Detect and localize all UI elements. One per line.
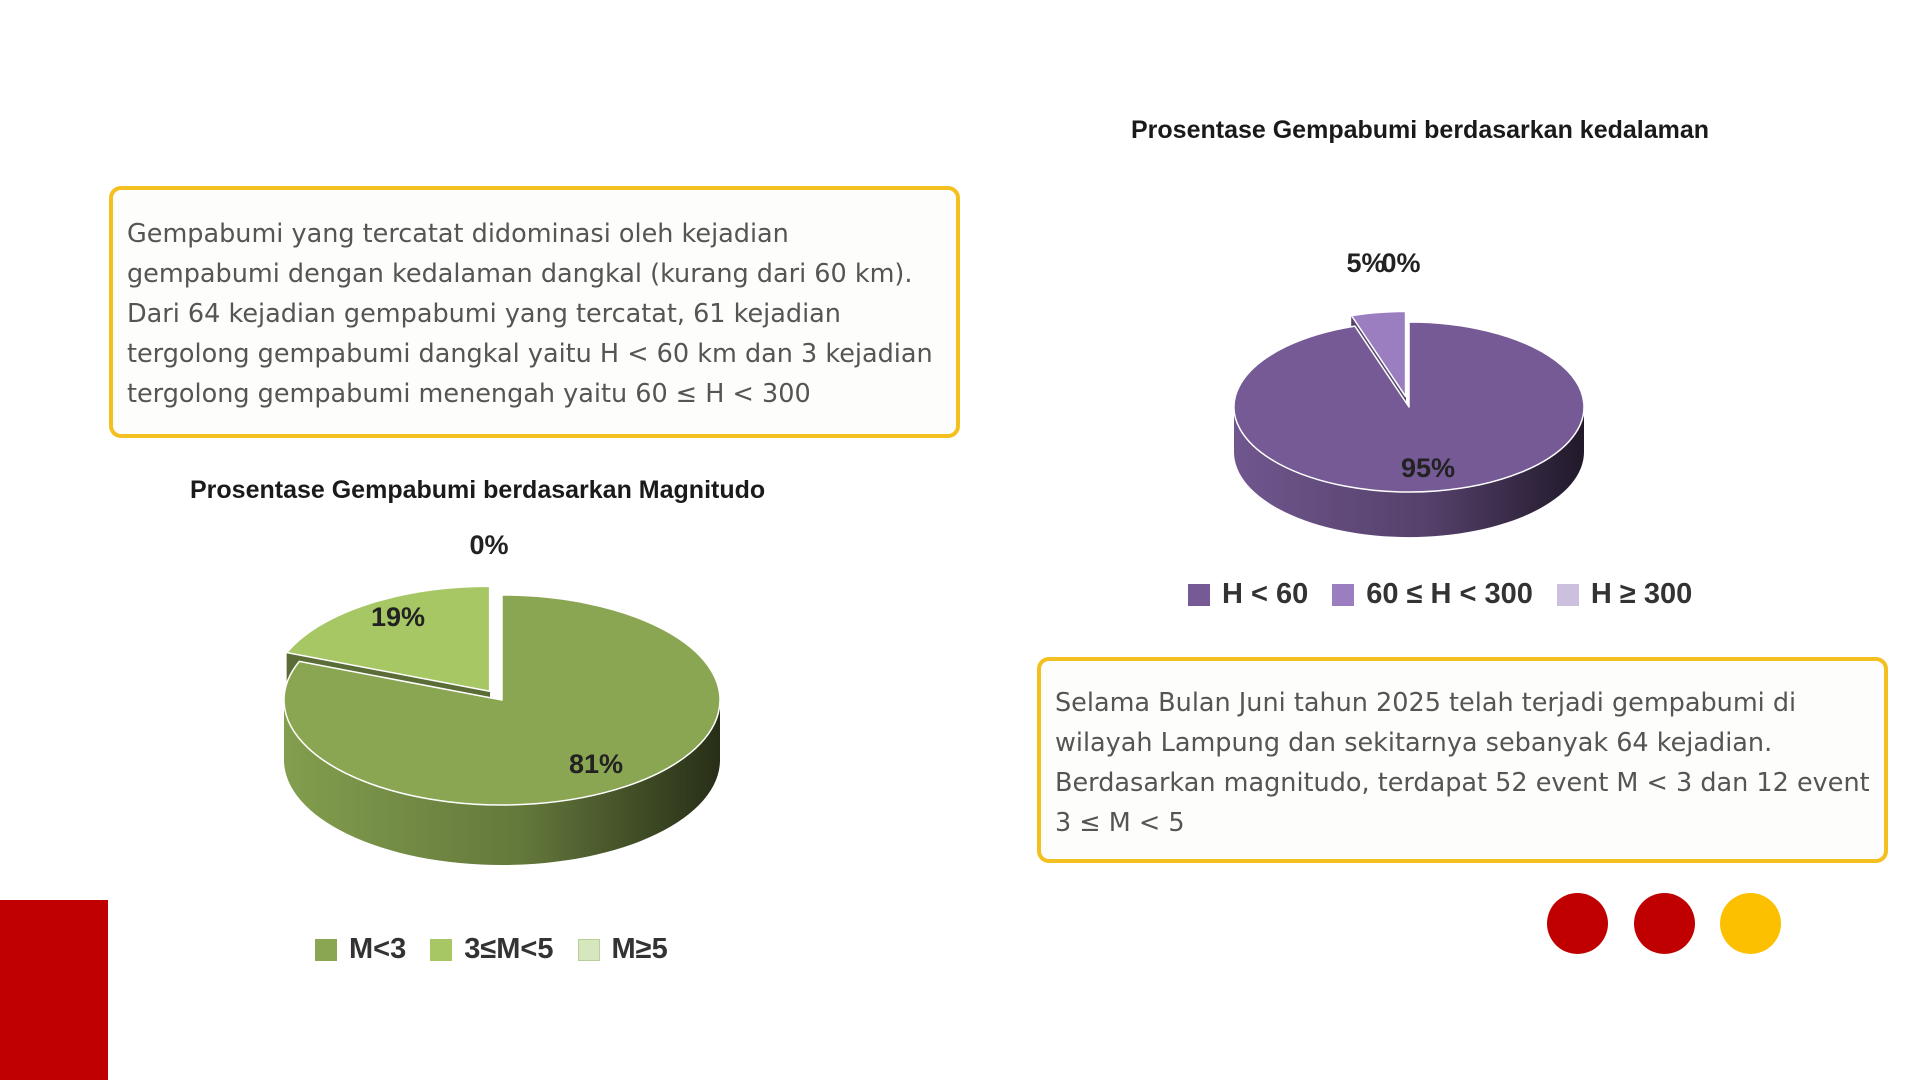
- legend-label: 60 ≤ H < 300: [1366, 578, 1533, 610]
- legend-item-h-ge-300: H ≥ 300: [1556, 578, 1693, 611]
- legend-item-m-lt-3: M<3: [315, 933, 406, 966]
- legend-swatch: [577, 938, 600, 961]
- legend-label: M≥5: [611, 933, 668, 965]
- legend-swatch: [1332, 583, 1355, 606]
- depth-summary-textbox: Gempabumi yang tercatat didominasi oleh …: [109, 186, 960, 438]
- legend-swatch: [1188, 583, 1210, 606]
- legend-item-m-ge-5: M≥5: [577, 933, 668, 966]
- legend-swatch: [315, 938, 337, 961]
- legend-swatch: [430, 938, 453, 961]
- legend-item-3-le-m-lt-5: 3≤M<5: [430, 933, 554, 966]
- decorative-red-dot: [1634, 893, 1695, 954]
- decorative-red-block: [0, 900, 108, 1080]
- legend-label: H ≥ 300: [1590, 578, 1693, 610]
- pie-body: [1233, 310, 1585, 538]
- legend-label: M<3: [349, 933, 407, 965]
- depth-summary-text: Gempabumi yang tercatat didominasi oleh …: [127, 219, 933, 409]
- legend-swatch: [1556, 583, 1579, 606]
- pie-data-label: 0%: [469, 530, 508, 560]
- legend-item-60-le-h-lt-300: 60 ≤ H < 300: [1332, 578, 1533, 611]
- magnitude-chart-legend: M<3 3≤M<5 M≥5: [315, 933, 692, 966]
- magnitude-summary-textbox: Selama Bulan Juni tahun 2025 telah terja…: [1037, 657, 1888, 863]
- legend-label: H < 60: [1222, 578, 1309, 610]
- pie-body: [283, 585, 721, 865]
- pie-data-label: 81%: [569, 749, 623, 779]
- pie-data-label: 5%: [1346, 248, 1385, 278]
- pie-data-label: 0%: [1381, 248, 1420, 278]
- depth-chart-title: Prosentase Gempabumi berdasarkan kedalam…: [1131, 116, 1710, 144]
- pie-data-label: 95%: [1401, 453, 1455, 483]
- decorative-yellow-dot: [1720, 893, 1781, 954]
- magnitude-summary-text: Selama Bulan Juni tahun 2025 telah terja…: [1055, 688, 1870, 838]
- legend-item-h-lt-60: H < 60: [1188, 578, 1308, 611]
- legend-label: 3≤M<5: [464, 933, 554, 965]
- magnitude-chart-title: Prosentase Gempabumi berdasarkan Magnitu…: [190, 476, 766, 504]
- pie-data-label: 19%: [371, 602, 425, 632]
- depth-chart-legend: H < 60 60 ≤ H < 300 H ≥ 300: [1188, 578, 1716, 611]
- pie-slice-m-3: [283, 594, 721, 865]
- pie-slice-h-60: [1233, 321, 1585, 538]
- decorative-red-dot: [1547, 893, 1608, 954]
